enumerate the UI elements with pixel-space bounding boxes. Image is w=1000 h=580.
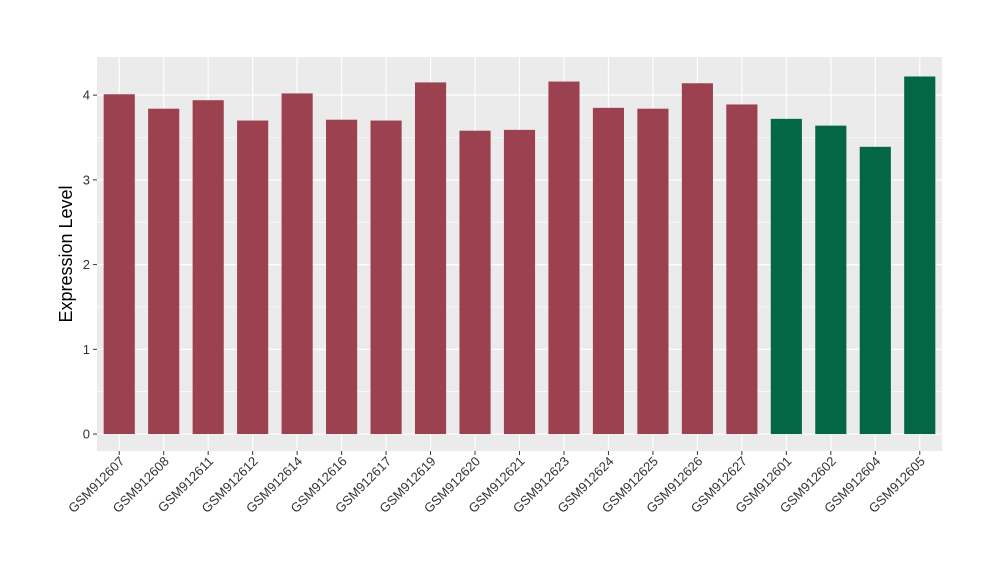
bar-GSM912623	[548, 81, 580, 435]
y-tick-label: 4	[83, 88, 90, 103]
bars	[103, 76, 936, 435]
bar-GSM912621	[503, 129, 536, 435]
bar-GSM912605	[904, 76, 936, 435]
y-axis: 0 1 2 3 4	[83, 88, 97, 442]
bar-GSM912619	[414, 82, 447, 435]
x-axis: GSM912607GSM912608GSM912611GSM912612GSM9…	[65, 451, 928, 516]
bar-GSM912611	[192, 100, 224, 435]
bar-GSM912625	[637, 108, 669, 435]
y-tick-label: 3	[83, 172, 90, 187]
bar-GSM912604	[859, 146, 891, 435]
bar-GSM912627	[726, 104, 758, 435]
bar-GSM912602	[815, 125, 847, 435]
y-axis-title: Expression Level	[56, 185, 76, 322]
bar-GSM912608	[148, 108, 180, 435]
bar-GSM912614	[281, 93, 313, 435]
y-tick-label: 2	[83, 257, 90, 272]
bar-GSM912612	[237, 120, 269, 435]
bar-GSM912626	[681, 83, 713, 435]
bar-GSM912616	[326, 119, 358, 435]
bar-GSM912601	[770, 118, 802, 435]
bar-GSM912624	[592, 107, 625, 435]
bar-GSM912620	[459, 130, 491, 435]
y-tick-label: 1	[83, 342, 90, 357]
bar-GSM912617	[370, 120, 402, 435]
bar-GSM912607	[103, 94, 135, 435]
y-tick-label: 0	[83, 427, 90, 442]
